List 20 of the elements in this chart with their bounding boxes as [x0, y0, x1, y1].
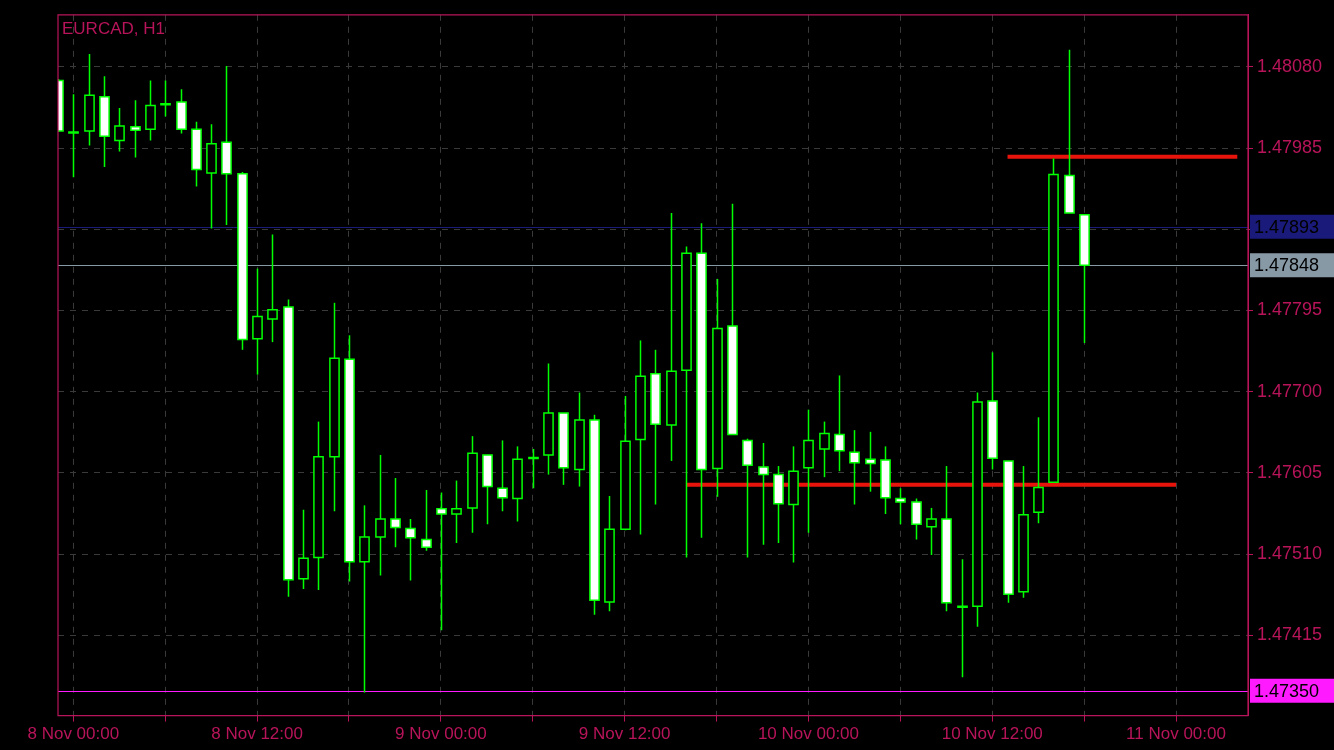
candlestick: [911, 497, 922, 541]
ref-line-label: 1.47893: [1254, 216, 1320, 237]
x-tick-label: 8 Nov 00:00: [27, 724, 120, 744]
chart-title: EURCAD, H1: [62, 18, 165, 38]
ref-line-label: 1.47350: [1254, 680, 1320, 701]
y-tick-label: 1.47795: [1257, 299, 1323, 320]
x-tick-label: 9 Nov 12:00: [578, 724, 671, 744]
x-tick-label: 11 Nov 00:00: [1126, 724, 1226, 744]
x-tick-label: 10 Nov 00:00: [757, 724, 860, 744]
x-tick-label: 9 Nov 00:00: [395, 724, 487, 744]
y-tick-label: 1.47510: [1257, 543, 1323, 564]
y-tick-label: 1.47415: [1257, 624, 1323, 645]
y-tick-label: 1.47985: [1257, 137, 1323, 158]
candlestick: [130, 99, 141, 159]
x-tick-label: 10 Nov 12:00: [941, 724, 1043, 744]
y-tick-label: 1.48080: [1257, 55, 1323, 76]
y-tick-label: 1.47700: [1257, 380, 1323, 401]
ref-line-label: 1.47848: [1254, 255, 1320, 276]
y-tick-label: 1.47605: [1257, 461, 1323, 482]
x-tick-label: 8 Nov 12:00: [211, 724, 303, 744]
